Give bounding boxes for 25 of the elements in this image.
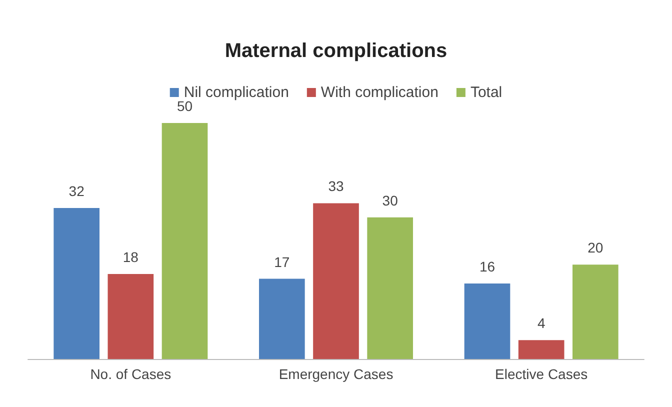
data-label: 4 <box>537 315 546 332</box>
data-label: 32 <box>68 182 85 199</box>
bar <box>259 278 305 359</box>
bar <box>54 208 100 359</box>
bar <box>464 283 510 359</box>
data-label: 16 <box>479 258 496 274</box>
data-label: 50 <box>176 98 193 114</box>
chart-title: Maternal complications <box>224 40 448 62</box>
data-label: 30 <box>382 192 398 208</box>
legend-label: With complication <box>320 84 438 101</box>
bar <box>572 264 618 359</box>
x-tick-label: Elective Cases <box>495 366 588 382</box>
bar <box>108 274 154 359</box>
data-label: 33 <box>328 178 344 194</box>
data-label: 17 <box>274 254 290 270</box>
bar <box>313 203 359 359</box>
data-label: 18 <box>122 249 139 266</box>
legend-label: Nil complication <box>184 84 289 101</box>
bar <box>162 123 208 359</box>
data-label: 20 <box>588 240 604 256</box>
x-tick-label: No. of Cases <box>90 366 172 382</box>
bar <box>367 217 413 359</box>
x-tick-label: Emergency Cases <box>278 366 394 382</box>
legend-label: Total <box>470 84 502 101</box>
bar <box>518 340 564 359</box>
